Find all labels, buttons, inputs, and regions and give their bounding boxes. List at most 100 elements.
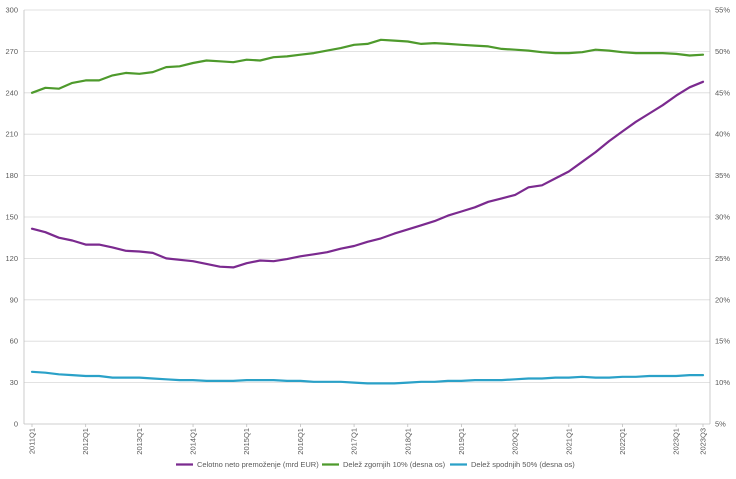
left-axis-ticks: 0 30 60 90 120 150 180 210 240 270 300 <box>5 6 18 429</box>
data-point <box>205 380 208 382</box>
data-point <box>648 112 650 115</box>
data-point <box>246 262 248 264</box>
data-point <box>299 380 301 382</box>
data-point <box>71 239 73 242</box>
data-point <box>326 381 328 383</box>
data-point <box>527 50 530 52</box>
data-point <box>407 228 409 230</box>
data-point <box>286 258 288 260</box>
data-point <box>648 52 650 54</box>
data-point <box>44 87 47 89</box>
left-tick-label: 60 <box>10 337 18 346</box>
legend-label: Delež zgornjih 10% (desna os) <box>343 460 446 469</box>
data-point <box>527 186 530 188</box>
left-tick-label: 180 <box>5 171 18 180</box>
data-point <box>675 375 677 377</box>
right-tick-label: 50% <box>715 47 730 56</box>
data-point <box>487 379 489 381</box>
x-tick-label: 2016Q1 <box>296 428 305 455</box>
data-point <box>554 52 557 54</box>
data-point <box>152 377 154 380</box>
right-tick-label: 45% <box>715 88 730 97</box>
data-point <box>246 59 248 61</box>
right-tick-label: 55% <box>715 6 730 15</box>
data-point <box>165 257 167 259</box>
data-point <box>111 377 114 379</box>
series-lines <box>30 38 705 385</box>
x-tick-label: 2021Q1 <box>564 428 573 455</box>
left-tick-label: 300 <box>5 6 18 15</box>
data-point <box>313 253 315 255</box>
data-point <box>474 45 476 47</box>
x-tick-label: 2018Q1 <box>403 428 412 455</box>
data-point <box>58 237 60 239</box>
x-tick-label: 2011Q1 <box>28 428 37 454</box>
data-point <box>273 56 275 58</box>
data-point <box>58 88 60 90</box>
data-point <box>689 86 691 88</box>
left-tick-label: 270 <box>5 47 18 56</box>
data-point <box>353 382 355 384</box>
data-point <box>554 177 557 179</box>
data-point <box>326 50 328 52</box>
data-point <box>541 377 543 380</box>
left-tick-label: 210 <box>5 130 18 139</box>
data-point <box>71 374 73 376</box>
data-point <box>487 45 489 48</box>
data-point <box>273 260 275 262</box>
data-point <box>581 51 583 53</box>
data-point <box>447 43 449 45</box>
data-point <box>98 375 100 377</box>
data-point <box>259 379 261 381</box>
data-point <box>125 250 127 252</box>
data-point <box>608 140 610 142</box>
data-point <box>192 379 194 381</box>
left-tick-label: 90 <box>10 295 18 304</box>
data-point <box>621 376 624 378</box>
data-point <box>71 82 73 84</box>
data-point <box>595 49 597 51</box>
data-point <box>434 381 436 383</box>
data-point <box>353 44 355 46</box>
data-point <box>152 71 154 73</box>
axes <box>23 10 711 425</box>
data-point <box>44 231 47 233</box>
data-point <box>353 245 355 247</box>
data-point <box>246 379 248 381</box>
data-point <box>58 373 60 375</box>
data-point <box>138 377 140 379</box>
data-point <box>380 39 382 41</box>
data-point <box>689 374 691 376</box>
data-point <box>501 48 503 50</box>
left-tick-label: 120 <box>5 254 18 263</box>
data-point <box>568 52 570 54</box>
data-point <box>98 79 100 81</box>
data-point <box>340 248 342 250</box>
data-point <box>474 206 476 208</box>
data-point <box>179 259 181 261</box>
data-point <box>125 72 127 74</box>
data-point <box>259 59 261 62</box>
left-tick-label: 240 <box>5 88 18 97</box>
data-point <box>299 54 301 56</box>
data-point <box>366 241 369 243</box>
data-point <box>286 380 288 382</box>
right-tick-label: 25% <box>715 254 730 263</box>
data-point <box>434 220 436 222</box>
data-point <box>340 47 342 49</box>
x-tick-label: 2014Q1 <box>189 428 198 455</box>
legend-label: Celotno neto premoženje (mrd EUR) <box>197 460 319 469</box>
data-point <box>179 65 181 67</box>
data-point <box>219 266 221 268</box>
data-point <box>568 170 570 173</box>
data-point <box>420 43 422 45</box>
data-point <box>581 376 583 378</box>
data-point <box>568 377 570 379</box>
data-point <box>595 377 597 379</box>
data-point <box>273 379 275 381</box>
data-point <box>165 378 167 380</box>
data-point <box>111 246 114 248</box>
data-point <box>460 44 462 46</box>
data-point <box>702 81 704 83</box>
left-tick-label: 30 <box>10 378 18 387</box>
